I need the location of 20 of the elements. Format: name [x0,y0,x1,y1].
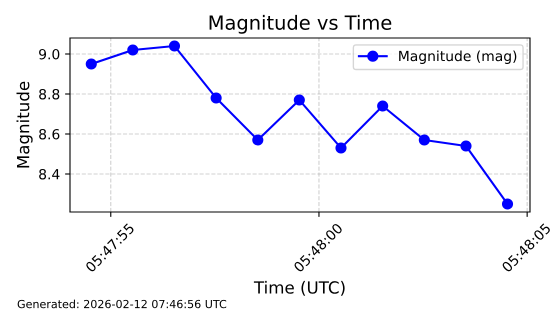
point [418,134,430,146]
point [460,140,472,152]
point [252,134,264,146]
x-axis-title: Time (UTC) [254,280,345,296]
y-axis-title: Magnitude [16,82,33,168]
y-tick-label: 8.4 [39,168,60,180]
point [86,58,97,70]
point [502,198,514,210]
chart-title: Magnitude vs Time [210,14,392,34]
point [168,40,180,52]
y-tick-label: 9.0 [39,48,60,60]
legend-label: Magnitude (mag) [399,50,516,64]
y-tick-label: 8.8 [39,88,60,100]
text: Generated: 2026-02-12 07:46:56 UTC [18,300,226,308]
point [377,100,388,112]
point [335,142,347,154]
y-tick-label: 8.6 [39,128,60,140]
point [127,44,138,56]
point [210,92,222,104]
point [294,94,305,106]
